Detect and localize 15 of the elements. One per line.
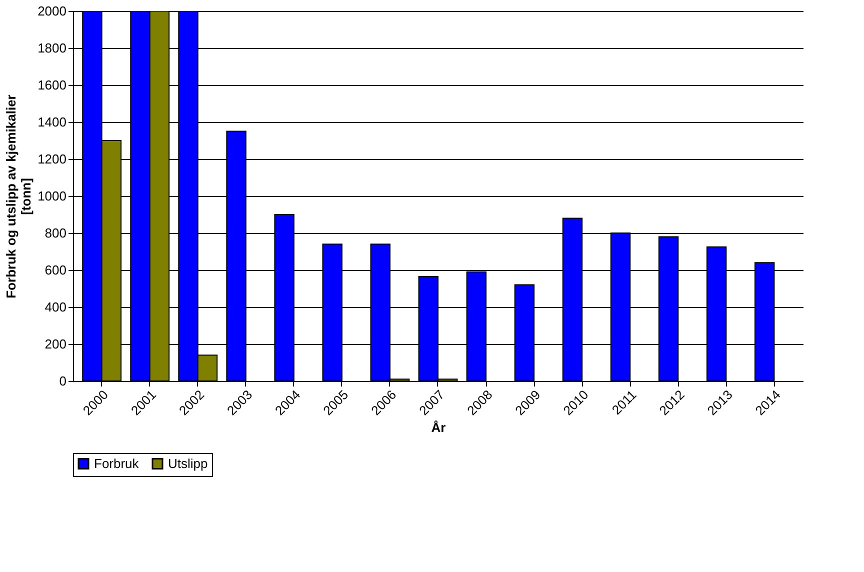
y-tick-label: 200 [44,336,66,352]
y-tick-label: 400 [44,300,66,314]
y-tick-label: 1800 [38,40,66,56]
legend-label: Forbruk [94,456,140,471]
y-axis-title: Forbruk og utslipp av kjemikalier [tonn] [4,94,34,298]
y-tick-label: 0 [59,374,66,388]
y-tick-label: 1000 [38,188,66,204]
y-tick-label: 1200 [38,152,66,166]
y-tick-label: 1600 [38,78,66,92]
y-tick-label: 2000 [38,4,66,18]
y-tick-label: 600 [44,262,66,278]
legend-label: Utslipp [168,456,208,471]
y-tick-label: 800 [44,226,66,240]
y-tick-label: 1400 [38,114,66,130]
x-axis-title: År [431,420,446,436]
